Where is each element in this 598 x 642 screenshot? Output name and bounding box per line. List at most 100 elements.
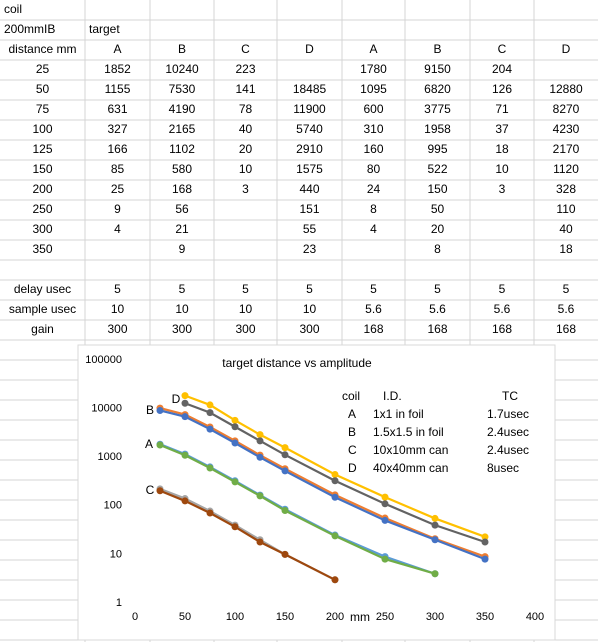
cell-text: 9 <box>114 202 121 216</box>
cell-text: 40 <box>559 222 573 236</box>
cell-text: 4230 <box>553 122 580 136</box>
cell-text: 1958 <box>424 122 451 136</box>
cell-text: 166 <box>107 142 127 156</box>
cell-text: 5 <box>242 282 249 296</box>
data-point <box>156 406 164 414</box>
data-point <box>256 437 264 445</box>
cell-text: 5 <box>499 282 506 296</box>
info-cell: 40x40mm can <box>373 461 448 475</box>
cell-text: 126 <box>492 82 512 96</box>
cell-text: C <box>498 42 507 56</box>
data-point <box>331 471 339 479</box>
data-point <box>256 538 264 546</box>
data-point <box>256 453 264 461</box>
data-point <box>331 532 339 540</box>
cell-text: 2170 <box>553 142 580 156</box>
y-tick-label: 1000 <box>98 451 122 463</box>
series-line <box>159 407 486 558</box>
data-point <box>156 487 164 495</box>
chart-title: target distance vs amplitude <box>222 356 372 370</box>
cell-text: 150 <box>32 162 52 176</box>
cell-text: 1120 <box>553 162 579 176</box>
data-point <box>281 507 289 515</box>
cell-text: 168 <box>492 322 512 336</box>
cell-text: 300 <box>235 322 255 336</box>
data-point <box>256 431 264 439</box>
cell-text: 300 <box>299 322 319 336</box>
data-point <box>256 492 264 500</box>
cell-text: delay usec <box>14 282 71 296</box>
cell-text: 8 <box>434 242 441 256</box>
cell-text: 151 <box>299 202 319 216</box>
info-cell: D <box>348 461 357 475</box>
info-cell: A <box>348 407 356 421</box>
series-annotation: B <box>146 403 154 417</box>
data-point <box>231 439 239 447</box>
cell-text: 631 <box>107 102 127 116</box>
cell-text: 21 <box>175 222 189 236</box>
cell-text: 24 <box>367 182 381 196</box>
x-tick-label: 150 <box>276 611 294 623</box>
data-point <box>431 570 439 578</box>
series-annotation: C <box>146 483 155 497</box>
cell-text: 223 <box>235 62 255 76</box>
cell-text: 7530 <box>169 82 196 96</box>
data-point <box>431 521 439 529</box>
cell-text: 18 <box>495 142 509 156</box>
cell-text: B <box>178 42 186 56</box>
cell-text: 5 <box>370 282 377 296</box>
cell-text: A <box>113 42 121 56</box>
cell-text: 20 <box>431 222 445 236</box>
cell-text: coil <box>4 2 22 16</box>
cell-text: 1095 <box>360 82 387 96</box>
cell-text: 50 <box>36 82 50 96</box>
data-point <box>281 467 289 475</box>
cell-text: 6820 <box>424 82 451 96</box>
y-tick-label: 100 <box>104 500 122 512</box>
cell-text: 3 <box>242 182 249 196</box>
cell-text: 40 <box>239 122 253 136</box>
cell-text: 250 <box>32 202 52 216</box>
series-annotation: A <box>145 437 153 451</box>
cell-text: 11900 <box>293 102 326 116</box>
data-point <box>231 416 239 424</box>
data-point <box>206 401 214 409</box>
cell-text: 12880 <box>549 82 583 96</box>
cell-text: 5740 <box>296 122 323 136</box>
data-point <box>281 444 289 452</box>
x-tick-label: 0 <box>132 611 138 623</box>
y-tick-label: 10 <box>110 548 122 560</box>
cell-text: 25 <box>111 182 125 196</box>
info-cell: 2.4usec <box>487 443 529 457</box>
cell-text: 1155 <box>105 82 131 96</box>
data-point <box>206 509 214 517</box>
info-header: coil <box>342 389 360 403</box>
y-tick-label: 1 <box>116 597 122 609</box>
cell-text: 1102 <box>169 142 195 156</box>
series-annotation: D <box>172 392 181 406</box>
cell-text: 9 <box>179 242 186 256</box>
cell-text: 440 <box>299 182 319 196</box>
info-cell: C <box>348 443 357 457</box>
cell-text: 5.6 <box>494 302 511 316</box>
cell-text: 204 <box>492 62 512 76</box>
data-point <box>481 555 489 563</box>
cell-text: 110 <box>556 202 575 216</box>
cell-text: 8 <box>370 202 377 216</box>
info-cell: 1.5x1.5 in foil <box>373 425 444 439</box>
cell-text: 5 <box>306 282 313 296</box>
cell-text: 5 <box>114 282 121 296</box>
cell-text: 80 <box>367 162 381 176</box>
cell-text: 4 <box>114 222 121 236</box>
data-point <box>181 451 189 459</box>
cell-text: 200 <box>32 182 52 196</box>
cell-text: 8270 <box>553 102 580 116</box>
cell-text: 18485 <box>293 82 327 96</box>
cell-text: 78 <box>239 102 253 116</box>
data-point <box>231 523 239 531</box>
cell-text: 141 <box>235 82 255 96</box>
cell-text: 310 <box>363 122 383 136</box>
data-point <box>181 392 189 400</box>
cell-text: 10 <box>111 302 125 316</box>
data-point <box>231 423 239 431</box>
